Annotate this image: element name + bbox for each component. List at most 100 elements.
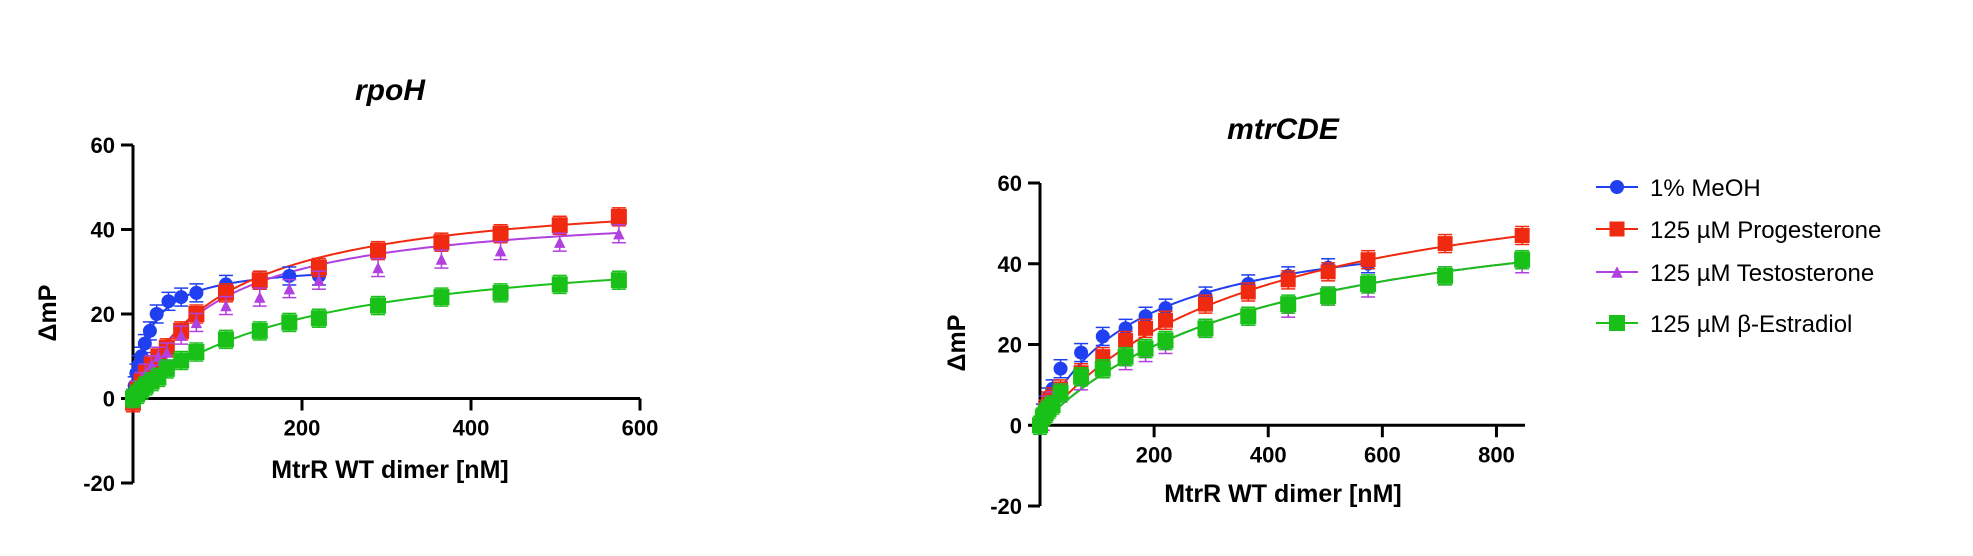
data-marker [433, 234, 450, 251]
data-point [492, 223, 509, 244]
data-marker [1320, 264, 1336, 280]
data-point [188, 342, 205, 362]
data-point [1197, 318, 1214, 339]
data-point [252, 287, 267, 307]
data-marker [1320, 288, 1337, 305]
data-point [174, 287, 189, 307]
data-point [310, 308, 327, 328]
data-point [1118, 330, 1134, 351]
data-marker [435, 253, 448, 265]
data-point [1514, 249, 1531, 270]
data-marker [142, 323, 157, 338]
data-marker [1514, 227, 1530, 243]
data-marker [173, 352, 190, 369]
data-marker [1157, 332, 1174, 349]
fit-curves [1039, 234, 1524, 426]
axes: -20 0 20 40 60 200 400 600 [83, 133, 658, 496]
data-marker [310, 310, 327, 327]
data-marker [1138, 320, 1154, 336]
data-marker [372, 261, 384, 274]
data-marker [161, 346, 173, 358]
data-marker [610, 208, 627, 225]
data-point [161, 291, 176, 312]
legend-item-estradiol: 125 µM β-Estradiol [1596, 311, 1852, 338]
data-point [173, 350, 190, 371]
data-point [1094, 358, 1111, 379]
data-marker [433, 289, 450, 306]
y-tick-label: 0 [1010, 413, 1022, 438]
data-point [1437, 266, 1454, 286]
data-marker [1197, 296, 1213, 312]
data-point [1073, 367, 1090, 387]
chart-rpoh: rpoH -20 0 20 40 60 200 400 600 MtrR WT dimer [… [34, 74, 658, 496]
data-point [1157, 330, 1174, 351]
data-point [149, 304, 164, 324]
axes: -20 0 20 40 60 200 400 600 800 [990, 171, 1525, 519]
data-point [142, 321, 157, 341]
data-point [1138, 318, 1154, 339]
legend: 1% MeOH 125 µM Progesterone 125 µM Testo… [1596, 175, 1881, 338]
data-point [610, 270, 627, 290]
data-marker [613, 228, 625, 240]
data-marker [551, 276, 568, 293]
data-marker [1052, 384, 1069, 401]
y-tick-label: 60 [91, 133, 115, 158]
data-point [1095, 326, 1110, 347]
x-tick-label: 400 [1250, 442, 1287, 467]
data-point [434, 249, 449, 269]
y-tick-label: 20 [91, 302, 115, 327]
x-tick-label: 200 [1136, 442, 1173, 467]
data-point [1437, 233, 1453, 254]
data-marker [1095, 329, 1110, 344]
y-tick-label: 20 [998, 333, 1022, 358]
data-marker [494, 244, 507, 257]
data-marker [174, 290, 189, 305]
data-marker [175, 329, 187, 341]
legend-marker [1609, 221, 1625, 237]
chart-title: mtrCDE [1227, 113, 1340, 146]
data-point [1240, 306, 1257, 326]
data-point [1074, 342, 1089, 363]
data-marker [1137, 340, 1154, 357]
fit-curve [1039, 234, 1524, 426]
data-point [1320, 286, 1337, 306]
data-point [1117, 346, 1134, 367]
data-marker [149, 307, 164, 321]
legend-marker-shape [1611, 266, 1623, 278]
data-point [611, 223, 626, 244]
x-tick-label: 600 [1364, 442, 1401, 467]
data-point [174, 325, 189, 345]
data-point [1137, 338, 1154, 359]
data-marker [158, 360, 175, 377]
y-tick-label: 0 [103, 387, 115, 412]
data-point [217, 329, 234, 350]
legend-marker [1609, 315, 1625, 331]
data-point [493, 240, 508, 261]
data-point [311, 270, 326, 290]
legend-marker-shape [1610, 180, 1624, 194]
data-point [281, 312, 298, 333]
x-tick-label: 600 [622, 416, 659, 441]
data-marker [313, 274, 325, 286]
data-marker [161, 294, 176, 309]
y-tick-label: -20 [990, 494, 1022, 519]
data-marker [1117, 348, 1134, 365]
data-point [1280, 270, 1296, 290]
data-marker [1044, 397, 1061, 414]
x-axis-label: MtrR WT dimer [nM] [1164, 480, 1401, 508]
x-axis-label: MtrR WT dimer [nM] [271, 456, 508, 484]
legend-item-progesterone: 125 µM Progesterone [1596, 217, 1881, 244]
data-point [433, 287, 450, 307]
legend-item-meoh: 1% MeOH [1596, 175, 1761, 202]
data-point [370, 240, 387, 261]
data-marker [1280, 296, 1297, 313]
data-point [551, 215, 568, 236]
data-marker [251, 272, 268, 289]
data-marker [1360, 275, 1377, 292]
data-marker [281, 314, 298, 331]
data-marker [370, 297, 387, 314]
y-axis-label: ΔmP [34, 285, 62, 342]
data-point [370, 295, 387, 316]
data-point [158, 359, 175, 379]
